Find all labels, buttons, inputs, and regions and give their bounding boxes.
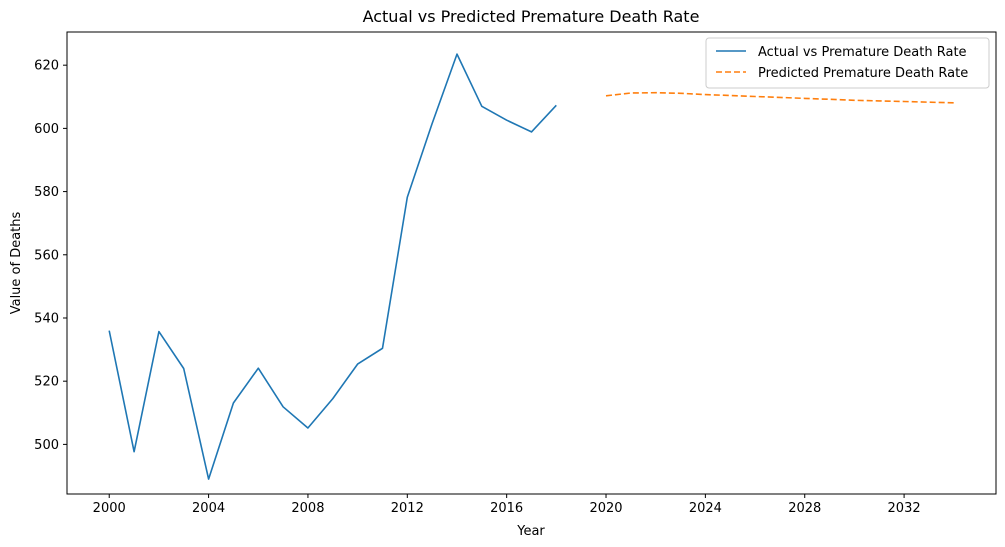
x-axis: 2000 2004 2008 2012 2016 2020 2024 2028 2032 (93, 494, 921, 516)
y-tick-label: 500 (34, 438, 59, 453)
series-line-actual (108, 53, 557, 480)
legend-label-predicted: Predicted Premature Death Rate (758, 66, 968, 81)
legend: Actual vs Premature Death Rate Predicted… (705, 37, 990, 89)
x-tick-label: 2016 (490, 501, 523, 516)
x-tick-label: 2020 (589, 501, 622, 516)
y-tick-label: 540 (34, 311, 59, 326)
y-tick-label: 520 (34, 375, 59, 390)
x-tick-label: 2032 (888, 501, 921, 516)
chart-title: Actual vs Predicted Premature Death Rate (363, 7, 700, 26)
x-tick-label: 2000 (93, 501, 126, 516)
y-tick-label: 620 (34, 59, 59, 74)
y-axis: 500 520 540 560 580 600 620 (34, 59, 67, 453)
y-tick-label: 560 (34, 248, 59, 263)
legend-box (705, 37, 990, 89)
y-tick-label: 580 (34, 185, 59, 200)
plot-area-frame (66, 31, 997, 495)
x-tick-label: 2012 (391, 501, 424, 516)
x-axis-label: Year (516, 524, 545, 539)
x-tick-label: 2004 (192, 501, 225, 516)
series-line-predicted (605, 91, 954, 104)
x-tick-label: 2028 (788, 501, 821, 516)
y-tick-label: 600 (34, 122, 59, 137)
series-lines (108, 53, 954, 480)
legend-label-actual: Actual vs Premature Death Rate (758, 45, 967, 60)
x-tick-label: 2008 (291, 501, 324, 516)
y-axis-label: Value of Deaths (9, 211, 24, 314)
x-tick-label: 2024 (689, 501, 722, 516)
